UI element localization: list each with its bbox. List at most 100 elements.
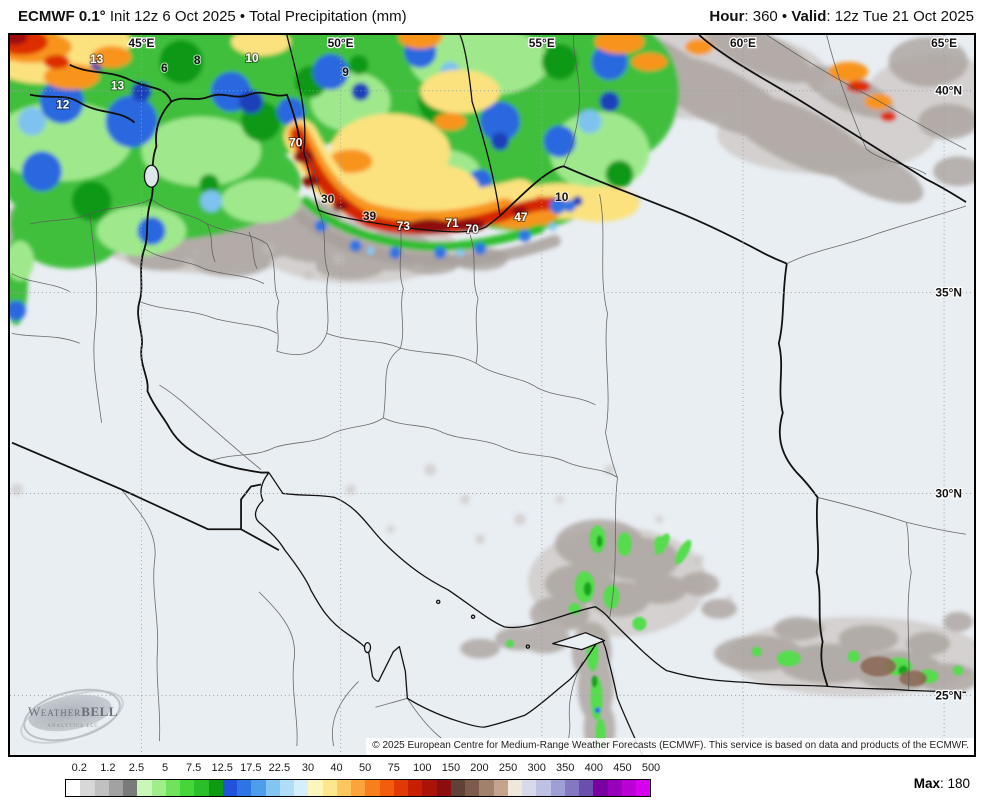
- colorbar-tick: 22.5: [268, 762, 291, 774]
- colorbar-tick: 5: [161, 762, 169, 774]
- max-number: : 180: [939, 776, 970, 791]
- colorbar-tick: 150: [441, 762, 461, 774]
- colorbar-tick: 100: [413, 762, 432, 774]
- colorbar-cell: [436, 780, 451, 796]
- colorbar-cell: [593, 780, 608, 796]
- colorbar-cell: [123, 780, 138, 796]
- colorbar-tick: 30: [301, 762, 315, 774]
- colorbar-tick: 400: [584, 762, 604, 774]
- colorbar-cell: [294, 780, 309, 796]
- colorbar-tick: 75: [387, 762, 400, 774]
- precip-max-label: 13: [90, 52, 104, 66]
- colorbar-cell: [607, 780, 622, 796]
- precip-max-label: 10: [245, 51, 259, 65]
- precip-max-label: 70: [465, 222, 479, 236]
- colorbar-tick: 2.5: [128, 762, 145, 774]
- max-value: Max: 180: [914, 776, 970, 791]
- logo-text: WEATHERBELL ANALYTICS LLC: [18, 705, 128, 733]
- latitude-label: 25°N: [935, 688, 962, 702]
- logo-subtext: ANALYTICS LLC: [47, 724, 99, 729]
- colorbar-tick: 17.5: [240, 762, 262, 774]
- colorbar-tick: 250: [498, 762, 518, 774]
- colorbar-cell: [265, 780, 280, 796]
- precip-south-cores: [505, 525, 964, 749]
- precip-max-label: 71: [446, 216, 460, 230]
- colorbar-cell: [450, 780, 465, 796]
- longitude-label: 45°E: [128, 36, 154, 50]
- colorbar-cell: [507, 780, 522, 796]
- colorbar-cell: [636, 780, 651, 796]
- colorbar-cell: [465, 780, 480, 796]
- colorbar-cell: [536, 780, 551, 796]
- precip-layer: [10, 35, 974, 755]
- longitude-label: 55°E: [529, 36, 555, 50]
- longitude-label: 50°E: [328, 36, 354, 50]
- precip-max-label: 39: [363, 209, 377, 223]
- graticule-labels: 45°E 50°E 55°E 60°E 65°E 40°N 35°N 30°N 25°N: [127, 35, 963, 704]
- colorbar-tick: 50: [359, 762, 372, 774]
- colorbar-cell: [351, 780, 366, 796]
- colorbar-cell: [137, 780, 152, 796]
- latitude-label: 40°N: [935, 84, 962, 98]
- colorbar-tick: 500: [641, 762, 661, 774]
- colorbar-cell: [222, 780, 237, 796]
- latitude-label: 35°N: [935, 286, 962, 300]
- precip-max-label: 47: [514, 210, 528, 224]
- colorbar-cell: [336, 780, 351, 796]
- longitude-label: 65°E: [931, 36, 957, 50]
- logo-eather: EATHER: [40, 708, 82, 718]
- hour-label: Hour: [709, 8, 745, 25]
- colorbar-cell: [379, 780, 394, 796]
- logo-bell: BELL: [81, 704, 118, 719]
- latitude-label: 30°N: [935, 486, 962, 500]
- weatherbell-logo: WEATHERBELL ANALYTICS LLC: [13, 679, 131, 755]
- valid-label: Valid: [791, 8, 827, 25]
- precip-max-label: 9: [342, 65, 349, 79]
- coastlines-layer: [143, 35, 967, 755]
- colorbar-cell: [180, 780, 195, 796]
- logo-w: W: [28, 704, 41, 719]
- colorbar-cell: [564, 780, 579, 796]
- copyright-notice: © 2025 European Centre for Medium-Range …: [366, 738, 974, 755]
- precip-max-label: 30: [321, 192, 335, 206]
- precip-max-label: 10: [555, 190, 569, 204]
- hour-value: : 360 •: [744, 8, 792, 25]
- colorbar-cell: [479, 780, 494, 796]
- longitude-label: 60°E: [730, 36, 756, 50]
- precip-max-label: 8: [194, 53, 201, 67]
- colorbar-cell: [108, 780, 123, 796]
- colorbar-cell: [621, 780, 636, 796]
- admin-borders-layer: [11, 35, 967, 755]
- colorbar-cell: [308, 780, 323, 796]
- colorbar-cell: [151, 780, 166, 796]
- colorbar-cell: [80, 780, 95, 796]
- valid-value: : 12z Tue 21 Oct 2025: [826, 8, 974, 25]
- colorbar-cell: [322, 780, 337, 796]
- colorbar-tick: 40: [330, 762, 343, 774]
- graticule-layer: [10, 35, 974, 755]
- colorbar-cell: [493, 780, 508, 796]
- header-bar: ECMWF 0.1° Init 12z 6 Oct 2025 • Total P…: [0, 0, 984, 33]
- precip-max-labels: 13 13 12 6 8 10 9 70 30 39 73 71 70 47 10: [55, 50, 570, 237]
- colorbar-tick: 1.2: [100, 762, 116, 774]
- map-canvas: 45°E 50°E 55°E 60°E 65°E 40°N 35°N 30°N 25°N 13 1…: [8, 33, 976, 757]
- colorbar-tick: 300: [527, 762, 546, 774]
- colorbar-cell: [365, 780, 380, 796]
- colorbar-tick: 7.5: [185, 762, 202, 774]
- precip-max-label: 6: [161, 61, 168, 75]
- map-title: ECMWF 0.1° Init 12z 6 Oct 2025 • Total P…: [18, 8, 407, 25]
- precip-max-label: 70: [289, 135, 303, 149]
- colorbar-cell: [550, 780, 565, 796]
- colorbar-cell: [422, 780, 437, 796]
- precip-max-label: 13: [111, 79, 125, 93]
- colorbar-cell: [237, 780, 252, 796]
- title-detail: Init 12z 6 Oct 2025 • Total Precipitatio…: [105, 8, 407, 25]
- colorbar-tick: 200: [470, 762, 489, 774]
- precip-max-label: 12: [56, 98, 70, 112]
- model-name: ECMWF 0.1°: [18, 8, 106, 25]
- colorbar: [65, 779, 651, 797]
- colorbar-cell: [251, 780, 266, 796]
- precip-max-label: 73: [397, 219, 411, 233]
- colorbar-cell: [194, 780, 209, 796]
- colorbar-cell: [408, 780, 423, 796]
